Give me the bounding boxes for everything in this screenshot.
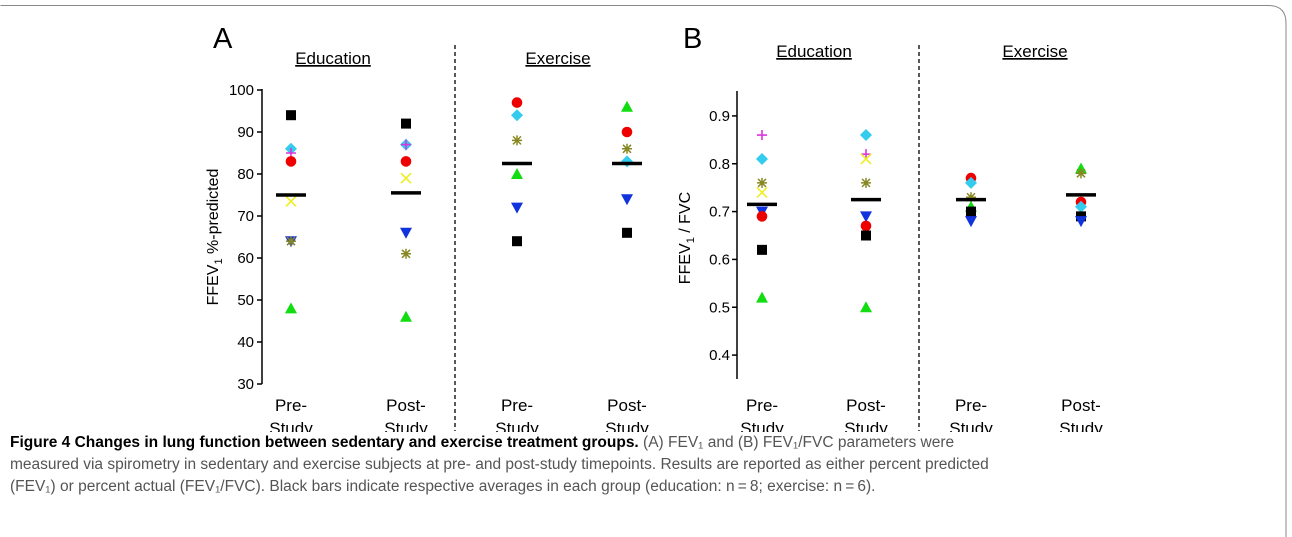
panel-a-data-point bbox=[286, 110, 296, 121]
panel-b-data-point bbox=[860, 129, 872, 142]
panel-a-data-point bbox=[621, 100, 633, 112]
panel-b-y-tick-label: 0.8 bbox=[709, 156, 730, 173]
caption-line-1: Figure 4 Changes in lung function betwee… bbox=[10, 432, 1280, 454]
panel-b-y-tick-label: 0.9 bbox=[709, 108, 730, 125]
panel-b-data-point bbox=[860, 301, 872, 313]
panel-a-data-point bbox=[286, 236, 296, 247]
panel-a-y-axis-label: FFEV1 %-predicted bbox=[205, 169, 225, 306]
panel-a-data-point bbox=[512, 236, 522, 247]
panel-b-data-point bbox=[861, 177, 871, 188]
panel-b-data-point bbox=[860, 220, 872, 232]
panel-b-data-point bbox=[861, 230, 871, 241]
panel-a-y-tick-label: 80 bbox=[237, 166, 254, 183]
panel-b-x-tick-label: Post- bbox=[1061, 396, 1101, 415]
panel-b-data-point bbox=[756, 291, 768, 303]
panel-a-data-point bbox=[400, 156, 412, 167]
panel-a-y-tick-label: 30 bbox=[237, 376, 254, 393]
panel-b-data-point bbox=[757, 130, 767, 141]
panel-b-data-point bbox=[860, 153, 872, 165]
panel-b-x-tick-label: Study bbox=[844, 419, 888, 432]
panel-a-data-point bbox=[401, 118, 411, 129]
panel-b-y-tick-label: 0.6 bbox=[709, 251, 730, 268]
panel-b-x-tick-label: Pre- bbox=[746, 396, 778, 415]
panel-a-y-tick-label: 70 bbox=[237, 208, 254, 225]
panel-a-data-point bbox=[622, 143, 632, 154]
panel-a-data-point bbox=[511, 97, 523, 108]
panel-a-data-point bbox=[622, 227, 632, 238]
panel-a-label: A bbox=[213, 23, 233, 55]
panel-a-data-point bbox=[401, 139, 411, 150]
panel-b-y-axis-label: FFEV1 / FVC bbox=[677, 192, 697, 284]
panel-a-x-tick-label: Study bbox=[605, 419, 649, 432]
panel-a-x-tick-label: Pre- bbox=[501, 396, 533, 415]
panel-b-group-label: Exercise bbox=[1002, 42, 1067, 61]
panel-b-data-point bbox=[1075, 200, 1087, 213]
panel-a-data-point bbox=[285, 195, 297, 207]
panel-a-data-point bbox=[511, 109, 523, 122]
panel-a-x-tick-label: Post- bbox=[386, 396, 426, 415]
figure-panels: A Education Exercise 30 40 50 60 70 80 90 100 FFEV1… bbox=[205, 23, 1103, 432]
caption-title: Figure 4 Changes in lung function betwee… bbox=[10, 434, 639, 451]
panel-a-data-point bbox=[621, 126, 633, 138]
panel-a-data-point bbox=[285, 156, 297, 167]
figure-caption: Figure 4 Changes in lung function betwee… bbox=[10, 432, 1280, 498]
panel-b-data-point bbox=[966, 192, 976, 203]
panel-b-x-tick-label: Study bbox=[1059, 419, 1103, 432]
panel-a-data-point bbox=[621, 194, 633, 206]
panel-b-label: B bbox=[683, 23, 702, 55]
panel-b-data-point bbox=[1075, 216, 1087, 228]
panel-a-x-tick-label: Post- bbox=[607, 396, 647, 415]
panel-a-data-point bbox=[621, 155, 633, 168]
panel-b-data-point bbox=[860, 211, 872, 223]
panel-b-y-tick-label: 0.4 bbox=[709, 347, 730, 364]
panel-b-data-point bbox=[757, 244, 767, 255]
panel-a-group-label: Exercise bbox=[525, 49, 590, 68]
panel-a-y-tick-label: 40 bbox=[237, 334, 254, 351]
panel-b-x-tick-label: Post- bbox=[846, 396, 886, 415]
panel-a-data-point bbox=[401, 248, 411, 259]
panel-a-data-point bbox=[400, 310, 412, 322]
panel-b-data-point bbox=[965, 216, 977, 228]
panel-b-y-tick-label: 0.5 bbox=[709, 299, 730, 316]
panel-b-data-point bbox=[1076, 168, 1086, 179]
panel-b-data-point bbox=[756, 152, 768, 165]
panel-a-x-tick-label: Study bbox=[495, 419, 539, 432]
panel-b-x-tick-label: Pre- bbox=[955, 396, 987, 415]
panel-a-data-point bbox=[512, 135, 522, 146]
panel-b-group-label: Education bbox=[776, 42, 852, 61]
panel-a-y-tick-label: 100 bbox=[229, 82, 254, 99]
panel-b-data-point bbox=[756, 186, 768, 199]
panel-b-data-point bbox=[756, 211, 768, 222]
panel-a-data-point bbox=[511, 168, 523, 179]
panel-a-group-label: Education bbox=[295, 49, 371, 68]
caption-text-1: (A) FEV₁ and (B) FEV₁/FVC parameters wer… bbox=[638, 434, 955, 451]
panel-a-data-point bbox=[400, 227, 412, 239]
panel-a-y-tick-label: 60 bbox=[237, 250, 254, 267]
caption-line-3: (FEV₁) or percent actual (FEV₁/FVC). Bla… bbox=[10, 478, 876, 495]
panel-b-data-point bbox=[966, 206, 976, 217]
panel-b-x-tick-label: Study bbox=[949, 419, 993, 432]
panel-a-x-tick-label: Study bbox=[269, 419, 313, 432]
panel-b-data-point bbox=[861, 149, 871, 160]
panel-b-x-tick-label: Study bbox=[740, 419, 784, 432]
panel-b-data-point bbox=[965, 176, 977, 189]
panel-a-data-point bbox=[285, 302, 297, 314]
panel-a-y-tick-label: 90 bbox=[237, 124, 254, 141]
panel-a-data-point bbox=[511, 202, 523, 214]
panel-a-data-point bbox=[400, 172, 412, 184]
panel-b-y-tick-label: 0.7 bbox=[709, 204, 730, 221]
panel-a-x-tick-label: Study bbox=[384, 419, 428, 432]
caption-line-2: measured via spirometry in sedentary and… bbox=[10, 456, 989, 473]
panel-b-data-point bbox=[757, 177, 767, 188]
panel-a-y-tick-label: 50 bbox=[237, 292, 254, 309]
panel-a-x-tick-label: Pre- bbox=[275, 396, 307, 415]
